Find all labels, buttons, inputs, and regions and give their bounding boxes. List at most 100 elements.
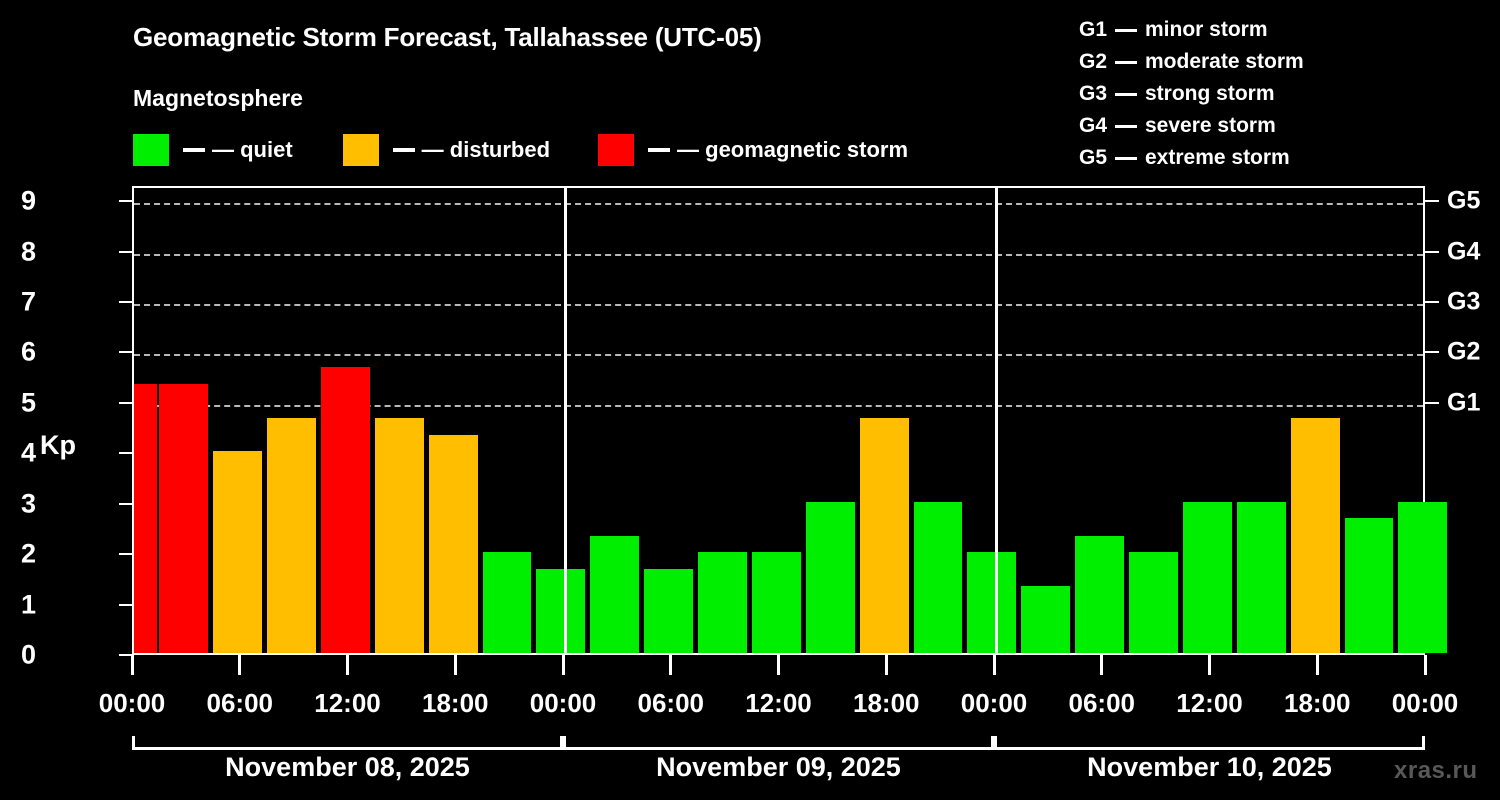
g-tick-mark: [1425, 250, 1439, 253]
y-tick-mark: [119, 654, 132, 656]
x-tick-mark: [453, 655, 457, 675]
x-tick-mark: [561, 655, 565, 675]
x-tick-label: 00:00: [1391, 688, 1459, 718]
x-tick-mark: [992, 655, 996, 675]
x-tick-mark: [1208, 655, 1211, 675]
bar: [967, 552, 1017, 653]
x-tick-label: 06:00: [1068, 688, 1136, 718]
g-scale-label: extreme storm: [1145, 146, 1290, 169]
x-tick-mark: [1100, 655, 1104, 675]
g-tick-label: G2: [1447, 337, 1481, 366]
bar: [536, 568, 586, 653]
gridline-kp-7: [134, 303, 1423, 306]
g-tick-label: G1: [1447, 388, 1481, 417]
legend-swatch-disturbed: [342, 134, 379, 166]
g-scale-dash-icon: [1115, 28, 1137, 32]
g-scale-code: G4: [1079, 114, 1108, 137]
y-tick-mark: [119, 300, 132, 303]
y-tick-label: 1: [20, 589, 36, 620]
bar: [267, 417, 316, 653]
bar: [374, 417, 424, 653]
magnetosphere-legend: — quiet — disturbed — geomagnetic storm: [133, 133, 908, 167]
y-tick-label: 5: [20, 387, 36, 418]
day-bracket: [132, 736, 563, 750]
x-tick-mark: [1315, 655, 1319, 675]
y-tick-label: 4: [20, 437, 36, 468]
x-tick-mark: [346, 655, 349, 675]
legend-dash-icon: [648, 148, 671, 152]
legend-heading: Magnetosphere: [133, 85, 303, 111]
x-tick-label: 00:00: [529, 688, 597, 718]
bar: [913, 501, 963, 653]
day-separator: [994, 188, 998, 653]
bar: [1344, 518, 1394, 653]
day-label: November 09, 2025: [656, 752, 901, 782]
g-tick-mark: [1425, 300, 1439, 303]
y-tick-label: 7: [20, 286, 36, 317]
x-tick-label: 12:00: [745, 688, 812, 718]
day-bracket: [994, 736, 1425, 750]
bar: [1236, 501, 1286, 653]
legend-swatch-storm: [598, 134, 635, 166]
g-scale-dash-icon: [1115, 124, 1137, 128]
bar: [805, 501, 855, 653]
g-tick-mark: [1425, 351, 1439, 354]
bar: [751, 552, 801, 653]
x-tick-label: 06:00: [206, 688, 274, 718]
gridline-kp-8: [134, 253, 1423, 256]
x-tick-label: 00:00: [98, 688, 166, 718]
legend-item-storm: — geomagnetic storm: [598, 133, 908, 167]
bar: [1129, 552, 1178, 653]
g-scale-row-g4: G4 severe storm: [1079, 110, 1304, 142]
plot-inner: [134, 188, 1448, 653]
x-tick-mark: [884, 655, 888, 675]
legend-dash-icon: [392, 148, 415, 152]
x-tick-label: 12:00: [1176, 688, 1243, 718]
gridline-kp-5: [134, 404, 1423, 407]
g-tick-mark: [1425, 200, 1439, 203]
g-scale-row-g3: G3 strong storm: [1079, 78, 1304, 110]
y-axis-title: Kp: [40, 430, 76, 460]
g-scale-dash-icon: [1115, 60, 1137, 64]
y-tick-mark: [119, 553, 132, 556]
y-tick-label: 8: [20, 236, 36, 267]
x-tick-mark: [777, 655, 780, 675]
y-tick-mark: [119, 603, 132, 606]
g-scale-legend: G1 minor storm G2 moderate storm G3 strong st…: [1079, 14, 1304, 174]
bar: [698, 552, 747, 653]
day-label: November 08, 2025: [225, 752, 470, 782]
g-scale-dash-icon: [1115, 92, 1137, 96]
legend-swatch-quiet: [133, 134, 169, 166]
bar: [428, 434, 478, 653]
bar: [1021, 585, 1071, 653]
y-tick-mark: [119, 401, 132, 404]
g-scale-code: G1: [1079, 18, 1108, 41]
bar: [1398, 501, 1448, 653]
g-tick-label: G4: [1447, 237, 1481, 266]
y-tick-label: 6: [20, 336, 36, 367]
day-separator: [563, 188, 567, 653]
g-scale-label: minor storm: [1145, 18, 1268, 41]
bar: [644, 568, 694, 653]
page-title: Geomagnetic Storm Forecast, Tallahassee …: [133, 22, 762, 52]
bar: [1290, 417, 1340, 653]
legend-dash-icon: [183, 148, 205, 152]
g-scale-row-g5: G5 extreme storm: [1079, 142, 1304, 174]
g-scale-label: strong storm: [1145, 82, 1275, 105]
day-bracket: [563, 736, 994, 750]
legend-item-disturbed: — disturbed: [342, 133, 550, 167]
g-tick-label: G5: [1447, 186, 1481, 215]
bar: [159, 384, 209, 653]
legend-label-storm: — geomagnetic storm: [677, 137, 909, 162]
g-scale-code: G3: [1079, 82, 1108, 105]
day-label: November 10, 2025: [1087, 752, 1332, 782]
y-tick-label: 3: [20, 488, 36, 519]
bar: [134, 384, 157, 653]
g-scale-label: moderate storm: [1145, 50, 1304, 73]
x-tick-mark: [130, 655, 134, 675]
g-tick-mark: [1425, 401, 1439, 404]
g-scale-row-g2: G2 moderate storm: [1079, 46, 1304, 78]
bar: [1182, 501, 1232, 653]
bar: [482, 552, 532, 653]
